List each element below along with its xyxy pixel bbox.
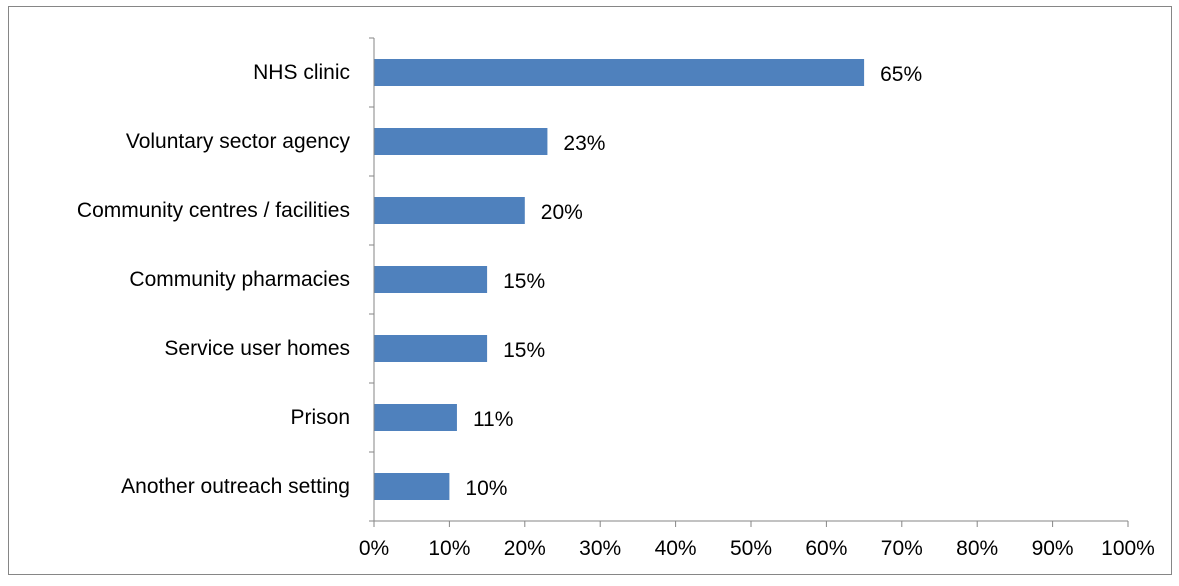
bar <box>374 266 488 293</box>
x-tick-label: 80% <box>956 537 998 560</box>
data-label: 15% <box>503 339 545 362</box>
data-label: 20% <box>541 201 583 224</box>
data-label: 10% <box>465 477 507 500</box>
category-label: Community centres / facilities <box>77 199 350 222</box>
bar <box>374 404 457 431</box>
category-label: Voluntary sector agency <box>126 130 351 153</box>
bars-layer <box>374 59 865 500</box>
data-label: 11% <box>473 408 513 431</box>
x-tick-label: 50% <box>730 537 772 560</box>
x-tick-label: 60% <box>805 537 847 560</box>
x-tick-label: 40% <box>655 537 697 560</box>
x-tick-label: 90% <box>1032 537 1074 560</box>
category-label: Service user homes <box>164 337 350 360</box>
x-tick-label: 20% <box>504 537 546 560</box>
bar <box>374 128 548 155</box>
category-label: Prison <box>290 406 350 429</box>
category-label: NHS clinic <box>253 61 350 84</box>
data-label: 23% <box>563 132 605 155</box>
category-label: Community pharmacies <box>129 268 350 291</box>
data-label: 65% <box>880 63 922 86</box>
bar <box>374 59 865 86</box>
x-tick-label: 100% <box>1101 537 1155 560</box>
bar <box>374 197 525 224</box>
x-tick-label: 10% <box>428 537 470 560</box>
bar <box>374 335 488 362</box>
chart-border <box>8 6 1172 575</box>
x-tick-label: 70% <box>881 537 923 560</box>
x-tick-label: 0% <box>359 537 389 560</box>
data-label: 15% <box>503 270 545 293</box>
labels-layer: NHS clinic 65% Voluntary sector agency 23% C… <box>77 61 1155 560</box>
axes <box>369 37 1129 527</box>
x-tick-label: 30% <box>579 537 621 560</box>
bar <box>374 473 450 500</box>
category-label: Another outreach setting <box>121 475 350 498</box>
